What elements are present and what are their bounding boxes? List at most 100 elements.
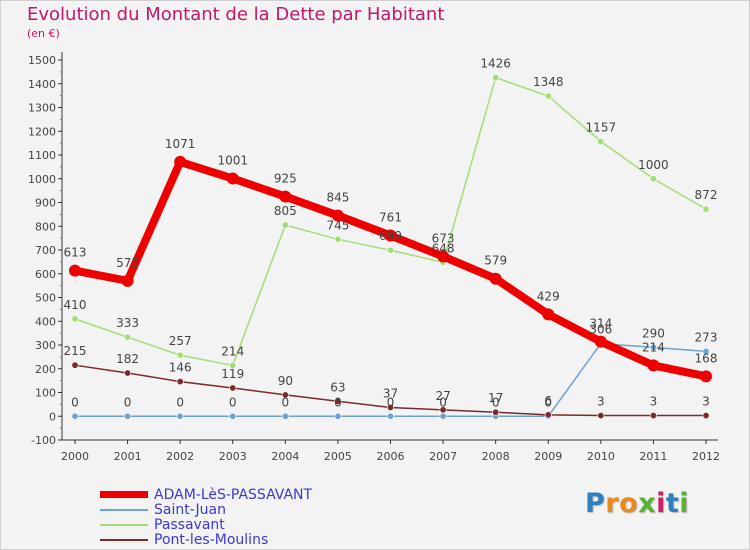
y-tick-label: 300	[35, 339, 56, 352]
data-point	[174, 155, 187, 168]
data-label: 90	[278, 374, 293, 388]
y-tick-label: 1200	[28, 125, 56, 138]
data-label: 0	[71, 395, 79, 409]
data-label: 3	[597, 395, 605, 409]
y-tick-label: 800	[35, 220, 56, 233]
data-point	[124, 412, 132, 420]
data-label: 1071	[165, 137, 196, 151]
data-label: 1157	[586, 120, 617, 134]
legend-item-saint-juan: Saint-Juan	[100, 502, 312, 518]
data-label: 27	[435, 389, 450, 403]
data-label: 214	[642, 340, 665, 354]
data-label: 1426	[480, 57, 511, 71]
y-tick-label: 0	[49, 410, 56, 423]
data-label: 3	[702, 395, 710, 409]
data-point	[176, 351, 184, 359]
data-label: 214	[221, 344, 244, 358]
logo-letter: t	[665, 488, 680, 519]
legend-label-pont-les-moulins: Pont-les-Moulins	[154, 531, 269, 548]
logo-letter: P	[585, 488, 606, 519]
data-point	[386, 246, 394, 254]
data-point	[229, 361, 237, 369]
data-label: 182	[116, 352, 139, 366]
data-label: 215	[64, 344, 87, 358]
y-tick-label: 200	[35, 363, 56, 376]
x-tick-label: 2004	[271, 450, 299, 463]
data-label: 872	[695, 188, 718, 202]
data-label: 6	[544, 394, 552, 408]
x-tick-label: 2008	[482, 450, 510, 463]
data-point	[649, 175, 657, 183]
data-label: 37	[383, 386, 398, 400]
data-point	[176, 378, 184, 386]
data-label: 3	[650, 395, 658, 409]
data-point	[226, 172, 239, 185]
line-chart: -100010020030040050060070080090010001100…	[28, 52, 720, 463]
logo-letter: i	[679, 488, 690, 519]
data-label: 761	[379, 211, 402, 225]
data-point	[597, 412, 605, 420]
data-label: 257	[169, 334, 192, 348]
data-label: 306	[589, 323, 612, 337]
data-label: 0	[492, 395, 500, 409]
y-tick-label: 1500	[28, 54, 56, 67]
data-point	[386, 403, 394, 411]
data-label: 1000	[638, 158, 669, 172]
y-tick-label: -100	[31, 434, 56, 447]
y-tick-label: 400	[35, 315, 56, 328]
data-label: 648	[432, 241, 455, 255]
y-tick-label: 100	[35, 387, 56, 400]
data-label: 0	[229, 395, 237, 409]
legend-swatch-pont-les-moulins	[100, 538, 148, 541]
data-point	[71, 315, 79, 323]
data-point	[121, 274, 134, 287]
legend-item-adam: ADAM-LèS-PASSAVANT	[100, 487, 312, 503]
x-tick-label: 2011	[639, 450, 667, 463]
data-label: 925	[274, 172, 297, 186]
data-point	[542, 308, 555, 321]
x-tick-label: 2005	[324, 450, 352, 463]
data-point	[647, 359, 660, 372]
y-tick-label: 700	[35, 244, 56, 257]
chart-title: Evolution du Montant de la Dette par Hab…	[27, 4, 445, 25]
x-tick-label: 2010	[587, 450, 615, 463]
y-tick-label: 1100	[28, 149, 56, 162]
data-label: 17	[488, 391, 503, 405]
data-point	[492, 74, 500, 82]
x-tick-label: 2002	[166, 450, 194, 463]
data-label: 146	[169, 361, 192, 375]
y-tick-label: 500	[35, 292, 56, 305]
data-label: 0	[439, 395, 447, 409]
y-tick-label: 1300	[28, 102, 56, 115]
data-point	[594, 335, 607, 348]
data-point	[544, 411, 552, 419]
data-label: 0	[282, 395, 290, 409]
data-point	[334, 235, 342, 243]
y-tick-label: 1400	[28, 78, 56, 91]
data-label: 410	[64, 298, 87, 312]
legend-swatch-passavant	[100, 523, 148, 526]
chart-unit-label: (en €)	[27, 27, 60, 40]
data-point	[176, 412, 184, 420]
data-point	[334, 412, 342, 420]
data-label: 0	[387, 395, 395, 409]
data-point	[649, 412, 657, 420]
legend-item-pont-les-moulins: Pont-les-Moulins	[100, 531, 312, 548]
data-label: 673	[432, 231, 455, 245]
data-point	[69, 264, 81, 277]
x-tick-label: 2007	[429, 450, 457, 463]
data-point	[281, 391, 289, 399]
x-tick-label: 2003	[219, 450, 247, 463]
x-tick-label: 2012	[692, 450, 720, 463]
data-label: 745	[326, 218, 349, 232]
data-label: 290	[642, 326, 665, 340]
data-point	[702, 205, 710, 213]
data-point	[331, 209, 344, 222]
data-point	[71, 361, 79, 369]
x-tick-label: 2006	[377, 450, 405, 463]
y-tick-label: 900	[35, 197, 56, 210]
data-point	[281, 412, 289, 420]
data-label: 0	[176, 395, 184, 409]
data-point	[702, 347, 710, 355]
